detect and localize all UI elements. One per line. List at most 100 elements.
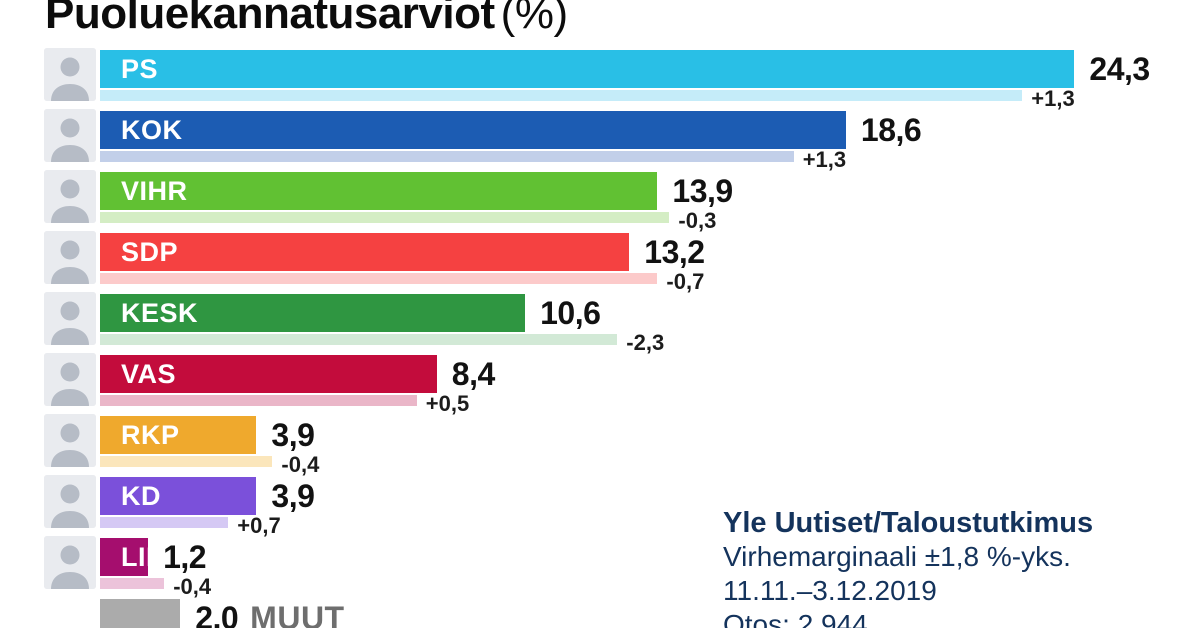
change-label: -2,3 xyxy=(626,330,665,355)
party-bar: KD xyxy=(100,477,257,515)
party-leader-photo xyxy=(44,292,96,345)
party-row: VIHR 13,9 -0,3 xyxy=(0,170,1200,233)
person-silhouette-icon xyxy=(44,536,96,589)
party-leader-photo xyxy=(44,109,96,162)
party-bar: RKP xyxy=(100,416,257,454)
current-value-line: LIIK 1,2 xyxy=(100,538,1200,576)
change-label: -0,7 xyxy=(666,269,705,294)
party-bar: VIHR xyxy=(100,172,658,210)
bar-stack: SDP 13,2 -0,7 xyxy=(100,233,1200,294)
party-label: KESK xyxy=(121,297,199,328)
current-value-line: KD 3,9 xyxy=(100,477,1200,515)
party-label: PS xyxy=(121,53,159,84)
party-leader-photo xyxy=(44,353,96,406)
bar-stack: KD 3,9 +0,7 xyxy=(100,477,1200,538)
previous-value-bar xyxy=(100,273,658,284)
chart-title-text: Puoluekannatusarviot xyxy=(45,0,495,38)
party-row: LIIK 1,2 -0,4 xyxy=(0,536,1200,599)
party-value: 24,3 xyxy=(1089,50,1150,87)
previous-value-bar xyxy=(100,212,670,223)
change-label: +0,7 xyxy=(237,513,281,538)
party-leader-photo xyxy=(44,536,96,589)
party-value: 13,9 xyxy=(672,172,733,209)
change-label: +0,5 xyxy=(425,391,470,416)
source-name: Yle Uutiset/Taloustutkimus xyxy=(723,507,1094,539)
bar-stack: RKP 3,9 -0,4 xyxy=(100,416,1200,477)
previous-value-line: -0,7 xyxy=(100,269,1200,294)
previous-value-bar xyxy=(100,90,1023,101)
change-label: +1,3 xyxy=(802,147,847,172)
person-silhouette-icon xyxy=(44,231,96,284)
party-value: 3,9 xyxy=(271,477,315,514)
party-label: KD xyxy=(121,480,161,511)
change-label: -0,4 xyxy=(281,452,320,477)
party-bar xyxy=(100,599,181,628)
previous-value-bar xyxy=(100,578,165,589)
party-row: KD 3,9 +0,7 xyxy=(0,475,1200,538)
bar-stack: VIHR 13,9 -0,3 xyxy=(100,172,1200,233)
source-block: Yle Uutiset/Taloustutkimus Virhemarginaa… xyxy=(723,506,1093,628)
chart-title: Puoluekannatusarviot (%) xyxy=(45,0,568,39)
bar-stack: VAS 8,4 +0,5 xyxy=(100,355,1200,416)
party-row: VAS 8,4 +0,5 xyxy=(0,353,1200,416)
party-bar: SDP xyxy=(100,233,630,271)
party-label: LIIK xyxy=(121,541,148,572)
party-leader-photo xyxy=(44,170,96,223)
person-silhouette-icon xyxy=(44,48,96,101)
current-value-line: RKP 3,9 xyxy=(100,416,1200,454)
previous-value-line: +1,3 xyxy=(100,86,1200,111)
party-value: 8,4 xyxy=(451,355,495,392)
bar-stack: 2,0 MUUT xyxy=(100,599,1200,628)
party-label: VIHR xyxy=(121,175,188,206)
current-value-line: PS 24,3 xyxy=(100,50,1200,88)
party-label: SDP xyxy=(121,236,179,267)
bar-stack: KOK 18,6 +1,3 xyxy=(100,111,1200,172)
previous-value-line: -2,3 xyxy=(100,330,1200,355)
bar-stack: PS 24,3 +1,3 xyxy=(100,50,1200,111)
change-label: +1,3 xyxy=(1031,86,1075,111)
previous-value-bar xyxy=(100,151,794,162)
previous-value-bar xyxy=(100,334,618,345)
bar-stack: KESK 10,6 -2,3 xyxy=(100,294,1200,355)
person-silhouette-icon xyxy=(44,109,96,162)
party-value: 13,2 xyxy=(644,233,705,270)
bar-stack: LIIK 1,2 -0,4 xyxy=(100,538,1200,599)
margin-of-error: Virhemarginaali ±1,8 %-yks. xyxy=(723,541,1071,572)
party-bar: KESK xyxy=(100,294,526,332)
person-silhouette-icon xyxy=(44,353,96,406)
person-silhouette-icon xyxy=(44,414,96,467)
party-row: 2,0 MUUT xyxy=(0,599,1200,628)
party-leader-photo xyxy=(44,231,96,284)
change-label: -0,3 xyxy=(678,208,717,233)
previous-value-line: -0,4 xyxy=(100,576,1200,599)
sample-size: Otos: 2 944 xyxy=(723,609,868,628)
party-bar: KOK xyxy=(100,111,846,149)
party-row: KESK 10,6 -2,3 xyxy=(0,292,1200,355)
previous-value-bar xyxy=(100,517,229,528)
current-value-line: 2,0 MUUT xyxy=(100,599,1200,628)
previous-value-line: +1,3 xyxy=(100,147,1200,172)
party-label: RKP xyxy=(121,419,180,450)
party-row: RKP 3,9 -0,4 xyxy=(0,414,1200,477)
party-value: 3,9 xyxy=(271,416,315,453)
previous-value-line: -0,3 xyxy=(100,208,1200,233)
previous-value-line: +0,7 xyxy=(100,513,1200,538)
party-outside-label: MUUT xyxy=(250,599,345,628)
current-value-line: KOK 18,6 xyxy=(100,111,1200,149)
party-row: SDP 13,2 -0,7 xyxy=(0,231,1200,294)
party-label: VAS xyxy=(121,358,177,389)
party-leader-photo xyxy=(44,414,96,467)
chart-title-unit: (%) xyxy=(500,0,568,38)
survey-dates: 11.11.–3.12.2019 xyxy=(723,575,937,606)
person-silhouette-icon xyxy=(44,475,96,528)
current-value-line: VAS 8,4 xyxy=(100,355,1200,393)
party-value: 1,2 xyxy=(163,538,207,575)
party-leader-photo xyxy=(44,475,96,528)
previous-value-line: -0,4 xyxy=(100,452,1200,477)
party-row: KOK 18,6 +1,3 xyxy=(0,109,1200,172)
previous-value-line: +0,5 xyxy=(100,391,1200,416)
current-value-line: SDP 13,2 xyxy=(100,233,1200,271)
party-row: PS 24,3 +1,3 xyxy=(0,48,1200,111)
current-value-line: KESK 10,6 xyxy=(100,294,1200,332)
